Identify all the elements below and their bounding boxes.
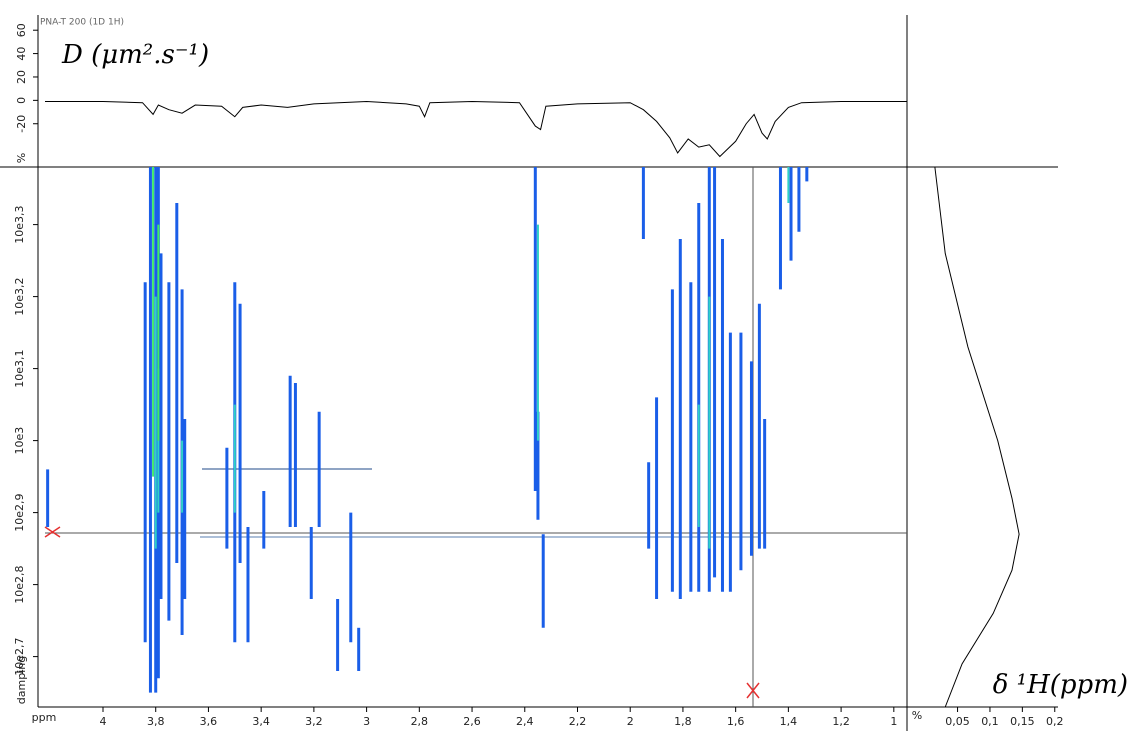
projection (934, 166, 1020, 708)
x-tick-label: 2 (627, 715, 634, 728)
x-tick-label: 2,6 (463, 715, 481, 728)
y-tick-label: 0 (15, 97, 28, 104)
y-tick-label: 60 (15, 23, 28, 37)
x-tick-label: 3,4 (252, 715, 270, 728)
x-tick-label: 3 (363, 715, 370, 728)
y-tick-label: 10e3,2 (13, 277, 26, 315)
y-tick-label: 10e3,3 (13, 205, 26, 243)
y-tick-label: 10e2,7 (13, 637, 26, 675)
subtitle: PNA-T 200 (1D 1H) (40, 18, 124, 28)
y-tick-label: -20 (15, 115, 28, 133)
x-tick-label: 0,1 (981, 715, 999, 728)
x-tick-label: 3,6 (200, 715, 218, 728)
x-axis-label: % (912, 709, 922, 722)
y-axis-label: damping (15, 656, 28, 704)
x-tick-label: 2,2 (569, 715, 587, 728)
y-tick-label: 40 (15, 47, 28, 61)
cursor-marker (44, 526, 760, 699)
x-tick-label: 3,2 (305, 715, 323, 728)
axis-title: D (μm².s⁻¹) (61, 40, 209, 70)
x-tick-label: 1,4 (780, 715, 798, 728)
x-axis-label: ppm (32, 711, 57, 724)
x-tick-label: 1,2 (832, 715, 850, 728)
x-tick-label: 0,2 (1046, 715, 1064, 728)
x-tick-label: 1 (890, 715, 897, 728)
x-tick-label: 1,8 (674, 715, 692, 728)
y-tick-label: 10e3,1 (13, 349, 26, 387)
x-tick-label: 4 (99, 715, 106, 728)
y-tick-label: 10e3 (13, 427, 26, 455)
y-tick-label: 10e2,8 (13, 565, 26, 603)
y-tick-label: 10e2,9 (13, 493, 26, 531)
y-tick-label: 20 (15, 70, 28, 84)
x-tick-label: 0,05 (945, 715, 970, 728)
axis-title: δ ¹H(ppm) (993, 670, 1128, 700)
x-tick-label: 3,8 (147, 715, 165, 728)
x-tick-label: 0,15 (1010, 715, 1035, 728)
x-tick-label: 2,4 (516, 715, 534, 728)
x-tick-label: 1,6 (727, 715, 745, 728)
x-tick-label: 2,8 (411, 715, 429, 728)
y-axis-label: % (15, 153, 28, 163)
spectrum (45, 101, 907, 158)
